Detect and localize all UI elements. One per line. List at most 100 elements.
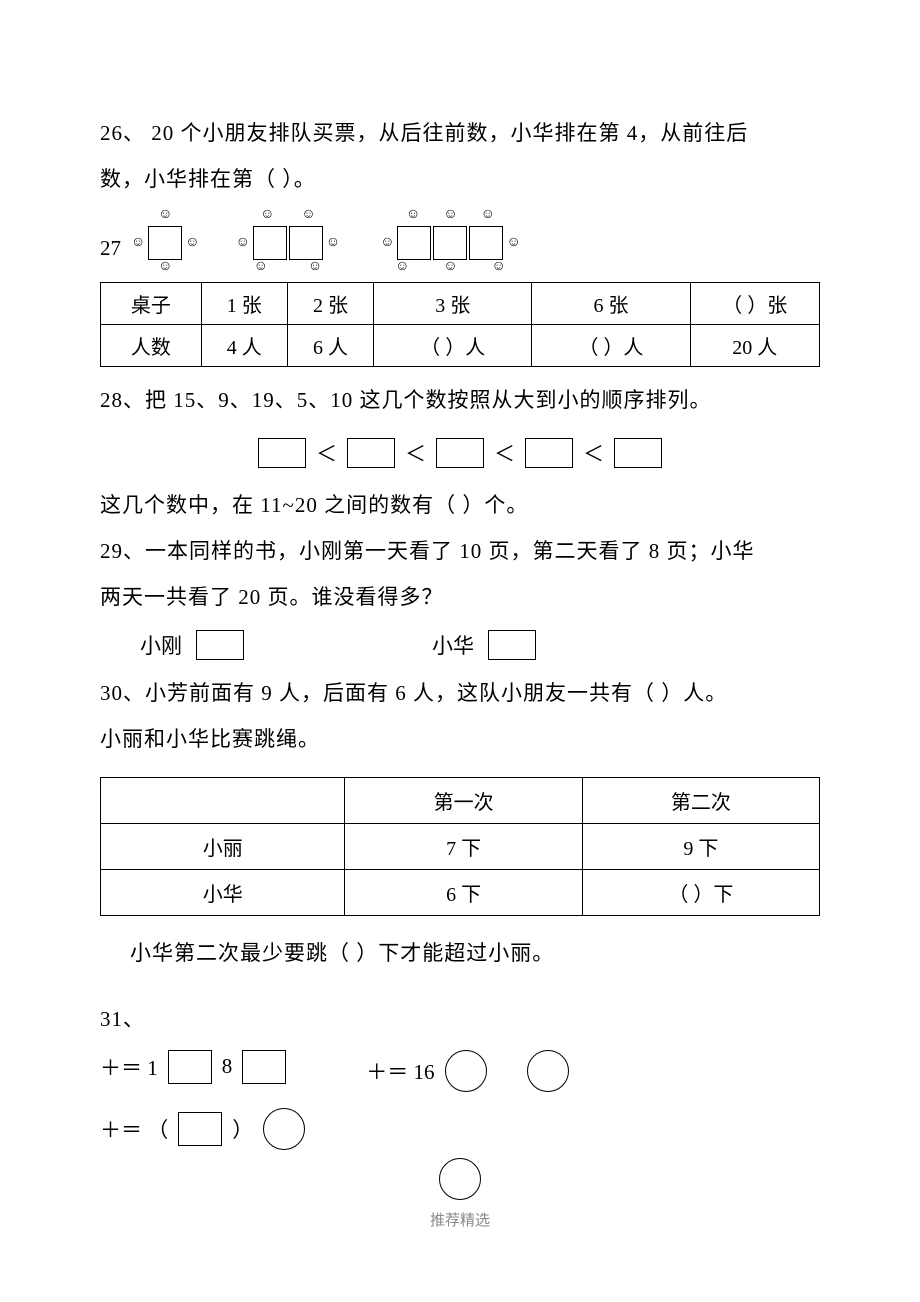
q28-order: ＜ ＜ ＜ ＜ [100, 438, 820, 468]
lt-sign: ＜ [405, 438, 426, 468]
eq-text: ＋＝ 16 [366, 1056, 434, 1086]
q26-line1: 26、 20 个小朋友排队买票，从后往前数，小华排在第 4，从前往后 [100, 110, 820, 156]
desk-box [289, 226, 323, 260]
q31-center-circle [100, 1158, 820, 1200]
q31-eq1: ＋＝ 1 8 [100, 1050, 286, 1084]
page: 26、 20 个小朋友排队买票，从后往前数，小华排在第 4，从前往后 数，小华排… [0, 0, 920, 1260]
smile-icon: ☺ [492, 260, 506, 276]
order-box [614, 438, 662, 468]
smile-icon: ☺ [406, 208, 420, 226]
q30-td: 9 下 [582, 823, 819, 869]
q27-group-1: ☺ ☺ ☺ ☺ [129, 208, 202, 276]
order-box [436, 438, 484, 468]
q28-line1: 28、把 15、9、19、5、10 这几个数按照从大到小的顺序排列。 [100, 377, 820, 423]
q28-line2: 这几个数中，在 11~20 之间的数有（ ）个。 [100, 482, 820, 528]
q30-td: 小华 [101, 869, 345, 915]
square-box [242, 1050, 286, 1084]
desk-box [253, 226, 287, 260]
q31-eq3: ＋＝ （ ） [100, 1108, 820, 1150]
q27-td: （ ）人 [374, 325, 532, 367]
order-box [347, 438, 395, 468]
smile-icon: ☺ [326, 235, 340, 251]
q29-answers: 小刚 小华 [100, 630, 820, 660]
q27-th: 6 张 [532, 283, 690, 325]
q30-td: （ ）下 [582, 869, 819, 915]
answer-box [488, 630, 536, 660]
q31-label: 31、 [100, 996, 820, 1042]
q27-th: 桌子 [101, 283, 202, 325]
q30-table: 第一次 第二次 小丽 7 下 9 下 小华 6 下 （ ）下 [100, 777, 820, 916]
table-row: 人数 4 人 6 人 （ ）人 （ ）人 20 人 [101, 325, 820, 367]
footer-text: 推荐精选 [0, 1209, 920, 1230]
smile-icon: ☺ [395, 260, 409, 276]
desk-box [148, 226, 182, 260]
lt-sign: ＜ [583, 438, 604, 468]
eq-text: ＋＝ 1 [100, 1052, 158, 1082]
q27-diagram: 27 ☺ ☺ ☺ ☺ ☺ ☺ ☺ [100, 208, 820, 276]
q27-number: 27 [100, 208, 121, 261]
eq-text: ＋＝ （ [100, 1114, 168, 1144]
smile-icon: ☺ [260, 208, 274, 226]
q27-th: （ ）张 [690, 283, 819, 325]
q27-groups: ☺ ☺ ☺ ☺ ☺ ☺ ☺ ☺ [129, 208, 523, 276]
q30-th: 第二次 [582, 777, 819, 823]
q27-td: 6 人 [287, 325, 373, 367]
q26-line2: 数，小华排在第（ ）。 [100, 156, 820, 202]
smile-icon: ☺ [443, 208, 457, 226]
square-box [178, 1112, 222, 1146]
smile-icon: ☺ [308, 260, 322, 276]
smile-icon: ☺ [506, 235, 520, 251]
smile-icon: ☺ [254, 260, 268, 276]
circle-box [445, 1050, 487, 1092]
table-row: 第一次 第二次 [101, 777, 820, 823]
table-row: 小华 6 下 （ ）下 [101, 869, 820, 915]
lt-sign: ＜ [316, 438, 337, 468]
table-row: 桌子 1 张 2 张 3 张 6 张 （ ）张 [101, 283, 820, 325]
q30-line2: 小丽和小华比赛跳绳。 [100, 716, 820, 762]
desk-box [469, 226, 503, 260]
lt-sign: ＜ [494, 438, 515, 468]
q27-group-2: ☺ ☺ ☺ ☺ ☺ ☺ [234, 208, 343, 276]
q27-group-3: ☺ ☺ ☺ ☺ ☺ ☺ ☺ ☺ [378, 208, 523, 276]
table-row: 小丽 7 下 9 下 [101, 823, 820, 869]
q31-row1: ＋＝ 1 8 ＋＝ 16 [100, 1042, 820, 1100]
desk-box [433, 226, 467, 260]
eq-num: 8 [222, 1054, 233, 1079]
square-box [168, 1050, 212, 1084]
q27-td: 20 人 [690, 325, 819, 367]
q31-eq2: ＋＝ 16 [366, 1050, 568, 1092]
smile-icon: ☺ [443, 260, 457, 276]
q29-line2: 两天一共看了 20 页。谁没看得多？ [100, 574, 820, 620]
q30-td: 6 下 [345, 869, 582, 915]
q30-td: 7 下 [345, 823, 582, 869]
smile-icon: ☺ [481, 208, 495, 226]
smile-icon: ☺ [185, 235, 199, 251]
circle-box [527, 1050, 569, 1092]
q27-td: 人数 [101, 325, 202, 367]
q27-th: 2 张 [287, 283, 373, 325]
smile-icon: ☺ [131, 235, 145, 251]
circle-box [263, 1108, 305, 1150]
q27-th: 1 张 [201, 283, 287, 325]
smile-icon: ☺ [158, 208, 172, 226]
q27-td: （ ）人 [532, 325, 690, 367]
order-box [258, 438, 306, 468]
q27-th: 3 张 [374, 283, 532, 325]
q29-label2: 小华 [432, 630, 474, 660]
q30-td: 小丽 [101, 823, 345, 869]
order-box [525, 438, 573, 468]
smile-icon: ☺ [158, 260, 172, 276]
q30-line1: 30、小芳前面有 9 人，后面有 6 人，这队小朋友一共有（ ）人。 [100, 670, 820, 716]
q27-table: 桌子 1 张 2 张 3 张 6 张 （ ）张 人数 4 人 6 人 （ ）人 … [100, 282, 820, 367]
eq-close: ） [232, 1114, 253, 1144]
desk-box [397, 226, 431, 260]
q29-label1: 小刚 [100, 630, 182, 660]
q30-th: 第一次 [345, 777, 582, 823]
q29-line1: 29、一本同样的书，小刚第一天看了 10 页，第二天看了 8 页；小华 [100, 528, 820, 574]
answer-box [196, 630, 244, 660]
circle-box [439, 1158, 481, 1200]
smile-icon: ☺ [380, 235, 394, 251]
q30-th [101, 777, 345, 823]
smile-icon: ☺ [301, 208, 315, 226]
q27-td: 4 人 [201, 325, 287, 367]
